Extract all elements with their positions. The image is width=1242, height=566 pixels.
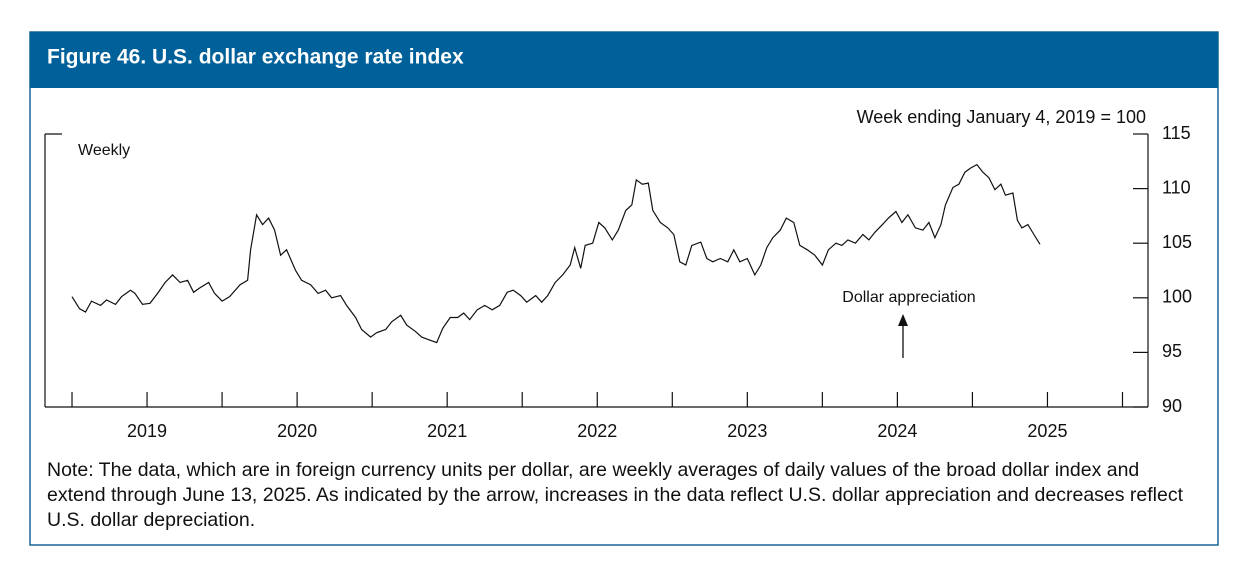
data-line	[71, 163, 1041, 344]
x-tick-label: 2025	[1027, 421, 1067, 441]
y-tick-label: 95	[1162, 341, 1182, 361]
y-tick-label: 110	[1162, 177, 1191, 197]
arrow-head	[898, 314, 908, 326]
note: Note: The data, which are in foreign cur…	[47, 459, 1184, 531]
x-tick-label: 2020	[277, 421, 317, 441]
y-tick-label: 90	[1162, 396, 1182, 416]
arrow-label: Dollar appreciation	[842, 289, 975, 306]
y-tick-label: 115	[1162, 123, 1191, 143]
chart-title: Figure 46. U.S. dollar exchange rate ind…	[47, 46, 464, 69]
x-tick-label: 2022	[577, 421, 617, 441]
x-tick-label: 2024	[877, 421, 917, 441]
x-tick-label: 2021	[427, 421, 467, 441]
y-tick-label: 100	[1162, 287, 1192, 307]
frequency-label: Weekly	[78, 142, 130, 159]
x-tick-label: 2023	[727, 421, 767, 441]
y-tick-label: 105	[1162, 232, 1192, 252]
x-tick-label: 2019	[127, 421, 167, 441]
index-note: Week ending January 4, 2019 = 100	[857, 107, 1146, 127]
title-band	[30, 32, 1218, 88]
